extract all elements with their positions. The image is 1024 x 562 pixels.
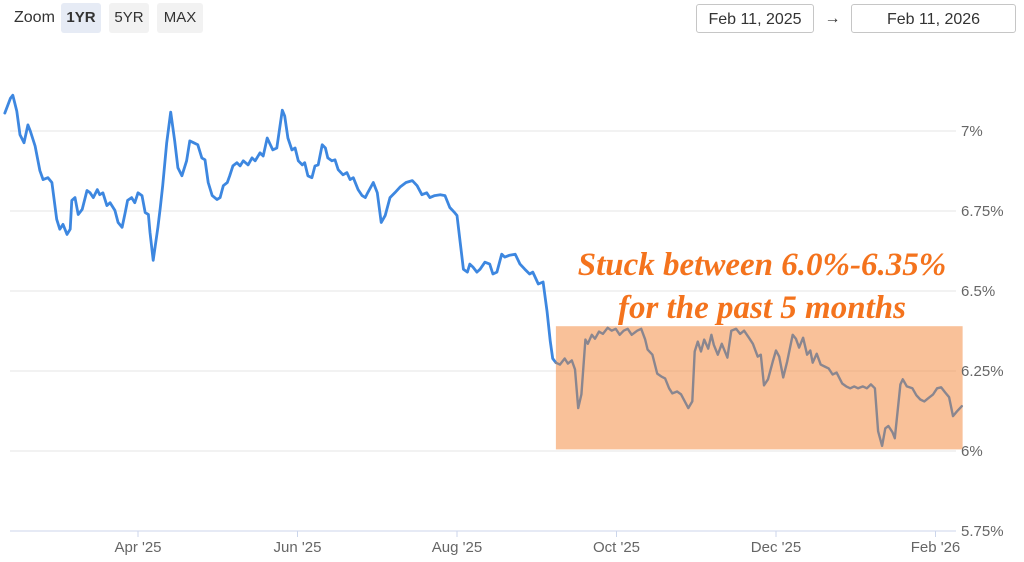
y-tick-label: 6% [961,443,983,460]
date-range-arrow-icon: → [824,10,841,27]
y-axis-labels: 7% 6.75% 6.5% 6.25% 6% 5.75% [961,123,1004,540]
series-rate-mid-sep-to-feb-highlighted [554,326,963,448]
highlight-band [555,326,963,450]
range-button-5yr[interactable]: 5YR [109,3,149,33]
y-tick-label: 6.75% [961,203,1004,220]
x-tick-label: Jun '25 [274,539,322,556]
x-tick-label: Oct '25 [593,539,640,556]
x-tick-label: Aug '25 [432,539,482,556]
annotation-line-1: Stuck between 6.0%-6.35% [578,247,946,283]
date-range-end-input[interactable]: Feb 11, 2026 [851,4,1016,33]
range-button-1yr[interactable]: 1YR [61,3,101,33]
annotation: Stuck between 6.0%-6.35% for the past 5 … [578,247,946,326]
range-selector-toolbar: Zoom 1YR 5YR MAX Feb 11, 2025 → Feb 11, … [0,0,1024,40]
highlight-band-rect [555,326,963,450]
series-rate-feb-to-mid-sep [3,93,558,365]
x-tick-label: Apr '25 [114,539,161,556]
x-axis [10,530,956,537]
range-button-max[interactable]: MAX [157,3,203,33]
x-tick-label: Feb '26 [911,539,961,556]
y-tick-label: 7% [961,123,983,140]
annotation-line-2: for the past 5 months [618,290,906,326]
x-tick-label: Dec '25 [751,539,801,556]
rate-line-series [3,93,963,448]
date-range-start-input[interactable]: Feb 11, 2025 [696,4,814,33]
y-tick-label: 6.25% [961,363,1004,380]
x-axis-labels: Apr '25 Jun '25 Aug '25 Oct '25 Dec '25 Feb '… [114,539,960,556]
y-tick-label: 5.75% [961,523,1004,540]
zoom-label: Zoom [14,9,55,26]
y-tick-label: 6.5% [961,283,995,300]
